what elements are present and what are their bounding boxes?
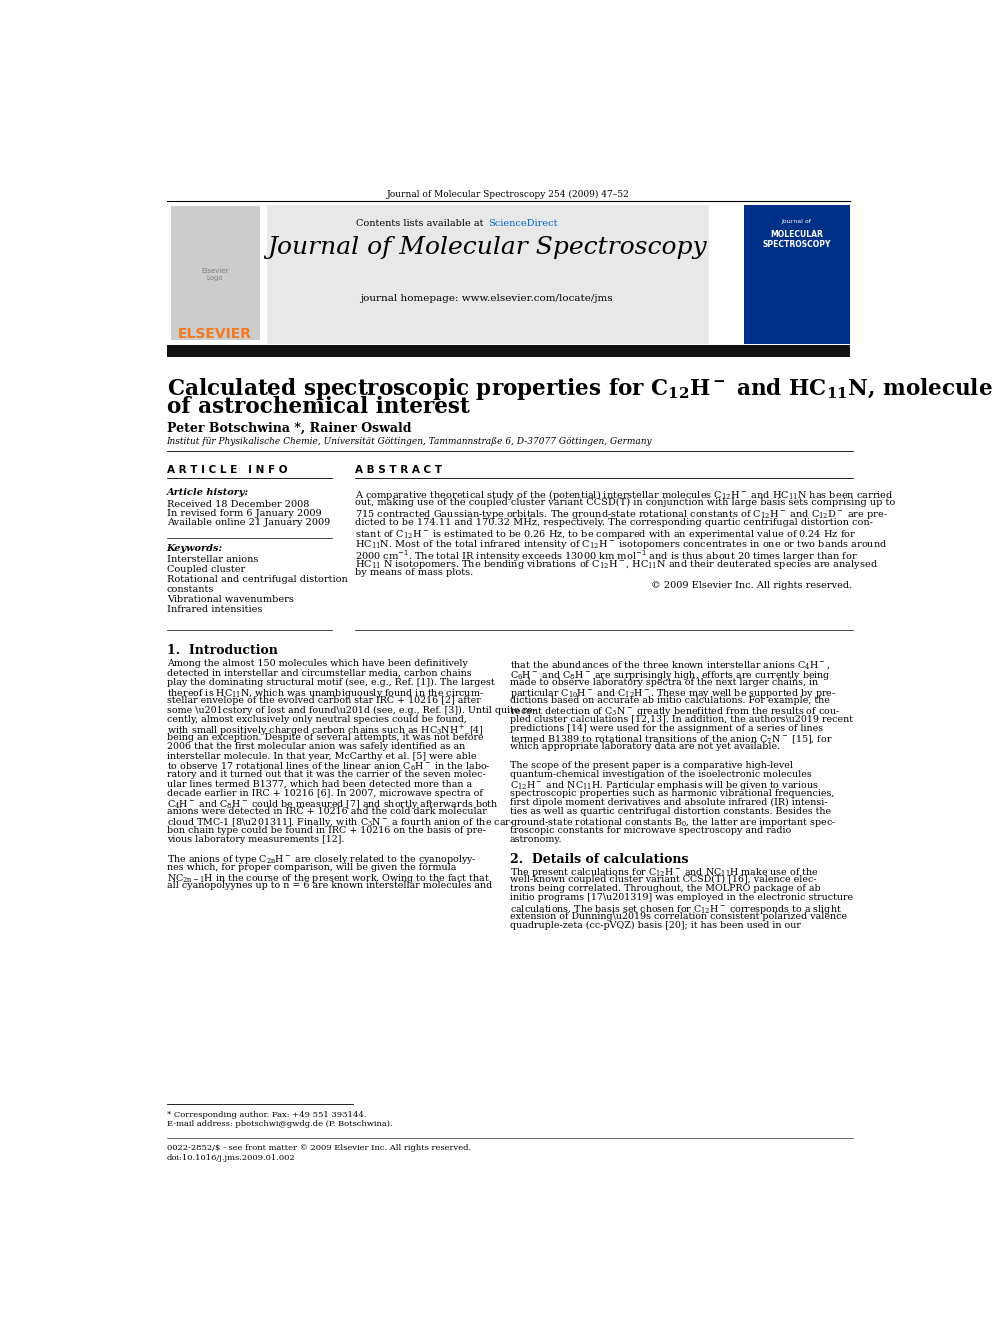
Text: 0022-2852/$ - see front matter © 2009 Elsevier Inc. All rights reserved.: 0022-2852/$ - see front matter © 2009 El… [167,1144,471,1152]
Text: well-known coupled cluster variant CCSD(T) [16], valence elec-: well-known coupled cluster variant CCSD(… [510,875,816,884]
Text: recent detection of $\mathregular{C_3N^-}$ greatly benefitted from the results o: recent detection of $\mathregular{C_3N^-… [510,705,840,718]
Text: particular $\mathregular{C_{10}H^-}$ and $\mathregular{C_{12}H^-}$. These may we: particular $\mathregular{C_{10}H^-}$ and… [510,687,836,700]
Text: decade earlier in IRC + 10216 [6]. In 2007, microwave spectra of: decade earlier in IRC + 10216 [6]. In 20… [167,789,482,798]
Text: quantum-chemical investigation of the isoelectronic molecules: quantum-chemical investigation of the is… [510,770,811,779]
Text: dictions based on accurate ab initio calculations. For example, the: dictions based on accurate ab initio cal… [510,696,830,705]
Text: ular lines termed B1377, which had been detected more than a: ular lines termed B1377, which had been … [167,779,472,789]
Text: Rotational and centrifugal distortion: Rotational and centrifugal distortion [167,574,347,583]
Text: cently, almost exclusively only neutral species could be found,: cently, almost exclusively only neutral … [167,714,466,724]
Text: out, making use of the coupled cluster variant CCSD(T) in conjunction with large: out, making use of the coupled cluster v… [355,499,895,508]
Text: Infrared intensities: Infrared intensities [167,605,262,614]
Text: Institut für Physikalische Chemie, Universität Göttingen, Tammannstraße 6, D-370: Institut für Physikalische Chemie, Unive… [167,438,653,446]
Text: $\mathregular{C_{12}H^-}$ and $\mathregular{NC_{11}H}$. Particular emphasis will: $\mathregular{C_{12}H^-}$ and $\mathregu… [510,779,818,792]
Bar [744,205,850,344]
Text: 2.  Details of calculations: 2. Details of calculations [510,853,688,867]
Text: extension of Dunning\u2019s correlation consistent polarized valence: extension of Dunning\u2019s correlation … [510,912,847,921]
Text: ScienceDirect: ScienceDirect [488,218,558,228]
Text: calculations. The basis set chosen for $\mathregular{C_{12}H^-}$ corresponds to : calculations. The basis set chosen for $… [510,902,842,916]
Text: bon chain type could be found in IRC + 10216 on the basis of pre-: bon chain type could be found in IRC + 1… [167,826,486,835]
Text: Coupled cluster: Coupled cluster [167,565,245,574]
Text: which appropriate laboratory data are not yet available.: which appropriate laboratory data are no… [510,742,780,751]
Text: all cyanopolyynes up to n = 6 are known interstellar molecules and: all cyanopolyynes up to n = 6 are known … [167,881,492,890]
Text: Elsevier
Logo: Elsevier Logo [201,267,228,280]
Text: Journal of Molecular Spectroscopy: Journal of Molecular Spectroscopy [267,235,706,259]
Text: astronomy.: astronomy. [510,835,562,844]
Text: Vibrational wavenumbers: Vibrational wavenumbers [167,594,294,603]
Text: interstellar molecule. In that year, McCarthy et al. [5] were able: interstellar molecule. In that year, McC… [167,751,476,761]
Text: The scope of the present paper is a comparative high-level: The scope of the present paper is a comp… [510,761,793,770]
Text: vious laboratory measurements [12].: vious laboratory measurements [12]. [167,835,344,844]
Text: Keywords:: Keywords: [167,544,223,553]
Bar [268,205,709,344]
Text: * Corresponding author. Fax: +49 551 393144.: * Corresponding author. Fax: +49 551 393… [167,1111,366,1119]
Text: $\mathregular{HC_{11}}$ N isotopomers. The bending vibrations of $\mathregular{C: $\mathregular{HC_{11}}$ N isotopomers. T… [355,558,878,572]
Text: ELSEVIER: ELSEVIER [178,327,252,340]
Text: initio programs [17\u201319] was employed in the electronic structure: initio programs [17\u201319] was employe… [510,893,853,902]
Text: stellar envelope of the evolved carbon star IRC + 10216 [2] after: stellar envelope of the evolved carbon s… [167,696,480,705]
Text: ties as well as quartic centrifugal distortion constants. Besides the: ties as well as quartic centrifugal dist… [510,807,831,816]
Text: The anions of type $\mathregular{C_{2n}H^-}$ are closely related to the cyanopol: The anions of type $\mathregular{C_{2n}H… [167,853,476,867]
Text: E-mail address: pbotschwi@gwdg.de (P. Botschwina).: E-mail address: pbotschwi@gwdg.de (P. Bo… [167,1121,392,1129]
Text: predictions [14] were used for the assignment of a series of lines: predictions [14] were used for the assig… [510,724,823,733]
Text: Peter Botschwina *, Rainer Oswald: Peter Botschwina *, Rainer Oswald [167,422,411,435]
Text: spectroscopic properties such as harmonic vibrational frequencies,: spectroscopic properties such as harmoni… [510,789,834,798]
Text: Received 18 December 2008: Received 18 December 2008 [167,500,309,509]
Text: $\mathregular{C_6H^-}$ and $\mathregular{C_8H^-}$ are surprisingly high, efforts: $\mathregular{C_6H^-}$ and $\mathregular… [510,668,830,681]
Text: Journal of Molecular Spectroscopy 254 (2009) 47–52: Journal of Molecular Spectroscopy 254 (2… [387,189,630,198]
Text: ratory and it turned out that it was the carrier of the seven molec-: ratory and it turned out that it was the… [167,770,485,779]
Text: trons being correlated. Throughout, the MOLPRO package of ab: trons being correlated. Throughout, the … [510,884,820,893]
Text: ground-state rotational constants $\mathregular{B_0}$, the latter are important : ground-state rotational constants $\math… [510,816,836,830]
Text: Journal of: Journal of [782,218,811,224]
Text: quadruple-zeta (cc-pVQZ) basis [20]; it has been used in our: quadruple-zeta (cc-pVQZ) basis [20]; it … [510,921,801,930]
Bar [167,345,850,357]
Text: to observe 17 rotational lines of the linear anion $\mathregular{C_6H^-}$ in the: to observe 17 rotational lines of the li… [167,761,490,774]
Text: thereof is $\mathregular{HC_{11}N}$, which was unambiguously found in the circum: thereof is $\mathregular{HC_{11}N}$, whi… [167,687,483,700]
Text: In revised form 6 January 2009: In revised form 6 January 2009 [167,509,321,519]
Text: 1.  Introduction: 1. Introduction [167,644,278,656]
Text: of astrochemical interest: of astrochemical interest [167,396,469,418]
Text: troscopic constants for microwave spectroscopy and radio: troscopic constants for microwave spectr… [510,826,792,835]
Text: doi:10.1016/j.jms.2009.01.002: doi:10.1016/j.jms.2009.01.002 [167,1154,296,1162]
Text: first dipole moment derivatives and absolute infrared (IR) intensi-: first dipole moment derivatives and abso… [510,798,827,807]
Text: Among the almost 150 molecules which have been definitively: Among the almost 150 molecules which hav… [167,659,467,668]
Text: 2006 that the first molecular anion was safely identified as an: 2006 that the first molecular anion was … [167,742,465,751]
Text: © 2009 Elsevier Inc. All rights reserved.: © 2009 Elsevier Inc. All rights reserved… [652,582,852,590]
Text: A comparative theoretical study of the (potential) interstellar molecules $\math: A comparative theoretical study of the (… [355,488,894,503]
Text: $\mathregular{HC_{11}N}$. Most of the total infrared intensity of $\mathregular{: $\mathregular{HC_{11}N}$. Most of the to… [355,538,888,552]
Text: MOLECULAR
SPECTROSCOPY: MOLECULAR SPECTROSCOPY [763,230,831,249]
Text: with small positively charged carbon chains such as $\mathregular{HC_3NH^+}$ [4]: with small positively charged carbon cha… [167,724,483,738]
Text: $\mathregular{C_4H^-}$ and $\mathregular{C_8H^-}$ could be measured [7] and shor: $\mathregular{C_4H^-}$ and $\mathregular… [167,798,498,811]
Text: journal homepage: www.elsevier.com/locate/jms: journal homepage: www.elsevier.com/locat… [360,294,613,303]
Text: 2000 cm$^{-1}$. The total IR intensity exceeds 13000 km mol$^{-1}$ and is thus a: 2000 cm$^{-1}$. The total IR intensity e… [355,548,858,564]
Text: The present calculations for $\mathregular{C_{12}H^-}$ and $\mathregular{NC_{11}: The present calculations for $\mathregul… [510,865,818,878]
Text: Calculated spectroscopic properties for $\mathregular{C_{12}H^-}$ and $\mathregu: Calculated spectroscopic properties for … [167,376,992,402]
Text: A R T I C L E   I N F O: A R T I C L E I N F O [167,466,287,475]
Text: by means of mass plots.: by means of mass plots. [355,569,473,577]
Text: anions were detected in IRC + 10216 and the cold dark molecular: anions were detected in IRC + 10216 and … [167,807,486,816]
Text: Article history:: Article history: [167,488,249,497]
Text: stant of $\mathregular{C_{12}H^-}$ is estimated to be 0.26 Hz, to be compared wi: stant of $\mathregular{C_{12}H^-}$ is es… [355,528,856,541]
Text: that the abundances of the three known interstellar anions $\mathregular{C_4H^-}: that the abundances of the three known i… [510,659,830,671]
Text: $\mathregular{NC_{2n-1}H}$ in the course of the present work. Owing to the fact : $\mathregular{NC_{2n-1}H}$ in the course… [167,872,489,885]
Text: some \u201cstory of lost and found\u201d (see, e.g., Ref. [3]). Until quite re-: some \u201cstory of lost and found\u201d… [167,705,536,714]
Text: detected in interstellar and circumstellar media, carbon chains: detected in interstellar and circumstell… [167,668,471,677]
Text: made to observe laboratory spectra of the next larger chains, in: made to observe laboratory spectra of th… [510,677,818,687]
Text: A B S T R A C T: A B S T R A C T [355,466,442,475]
Text: nes which, for proper comparison, will be given the formula: nes which, for proper comparison, will b… [167,863,456,872]
Text: cloud TMC-1 [8\u201311]. Finally, with $\mathregular{C_3N^-}$ a fourth anion of : cloud TMC-1 [8\u201311]. Finally, with $… [167,816,514,830]
Text: Contents lists available at: Contents lists available at [356,218,487,228]
Text: Available online 21 January 2009: Available online 21 January 2009 [167,519,330,528]
Text: dicted to be 174.11 and 170.32 MHz, respectively. The corresponding quartic cent: dicted to be 174.11 and 170.32 MHz, resp… [355,519,873,528]
Text: pled cluster calculations [12,13]. In addition, the authors\u2019 recent: pled cluster calculations [12,13]. In ad… [510,714,853,724]
Text: constants: constants [167,585,214,594]
Bar [171,206,260,340]
Text: being an exception. Despite of several attempts, it was not before: being an exception. Despite of several a… [167,733,483,742]
Text: termed B1389 to rotational transitions of the anion $\mathregular{C_7N^-}$ [15],: termed B1389 to rotational transitions o… [510,733,832,746]
Text: Interstellar anions: Interstellar anions [167,554,258,564]
Text: play the dominating structural motif (see, e.g., Ref. [1]). The largest: play the dominating structural motif (se… [167,677,494,687]
Text: 715 contracted Gaussian-type orbitals. The ground-state rotational constants of : 715 contracted Gaussian-type orbitals. T… [355,508,888,521]
